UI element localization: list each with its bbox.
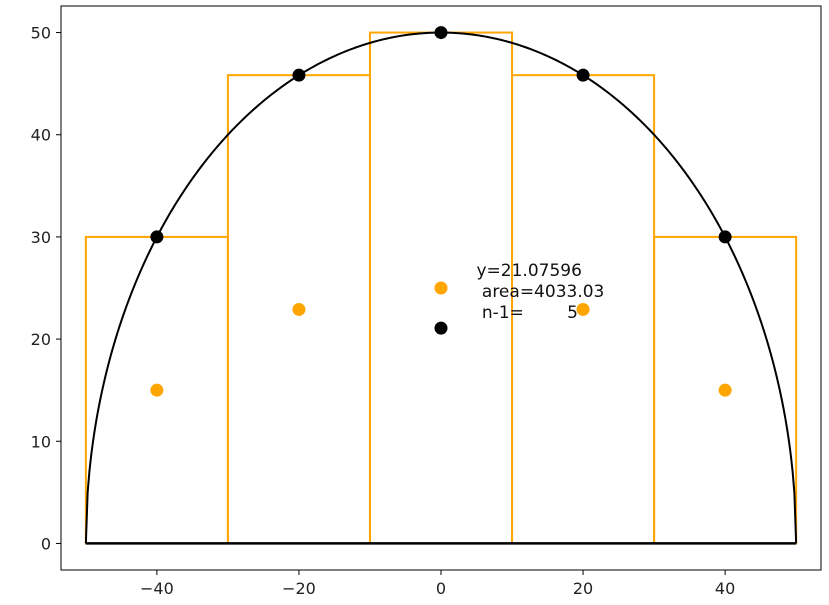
y-tick-label: 0 [41, 534, 51, 553]
midpoint-marker [434, 281, 448, 295]
x-tick-label: 40 [715, 579, 735, 598]
y-tick-label: 20 [31, 330, 51, 349]
sample-point [718, 230, 732, 244]
y-tick-label: 10 [31, 432, 51, 451]
ticks-layer: −40 −20 0 20 40 0 10 20 30 40 50 [31, 24, 736, 598]
annotation-layer: y=21.07596 area=4033.03 n-1= 5 [477, 261, 605, 323]
points-layer [150, 26, 732, 397]
x-tick-label: 0 [436, 579, 446, 598]
x-tick-label: −40 [140, 579, 174, 598]
annotation-text: y=21.07596 area=4033.03 n-1= 5 [477, 261, 605, 323]
sample-point [576, 68, 590, 82]
sample-point [292, 68, 306, 82]
midpoint-marker [292, 302, 306, 316]
x-tick-label: −20 [282, 579, 316, 598]
x-tick-label: 20 [573, 579, 593, 598]
y-tick-label: 30 [31, 228, 51, 247]
y-tick-label: 40 [31, 126, 51, 145]
annotation-line: area=4033.03 [477, 282, 605, 302]
y-tick-label: 50 [31, 24, 51, 43]
annotation-line: n-1= 5 [477, 303, 578, 323]
midpoint-marker [576, 302, 590, 316]
annotation-line: y=21.07596 [477, 261, 582, 281]
result-point [434, 321, 448, 335]
midpoint-marker [150, 383, 164, 397]
sample-point [434, 26, 448, 40]
midpoint-marker [718, 383, 732, 397]
sample-point [150, 230, 164, 244]
